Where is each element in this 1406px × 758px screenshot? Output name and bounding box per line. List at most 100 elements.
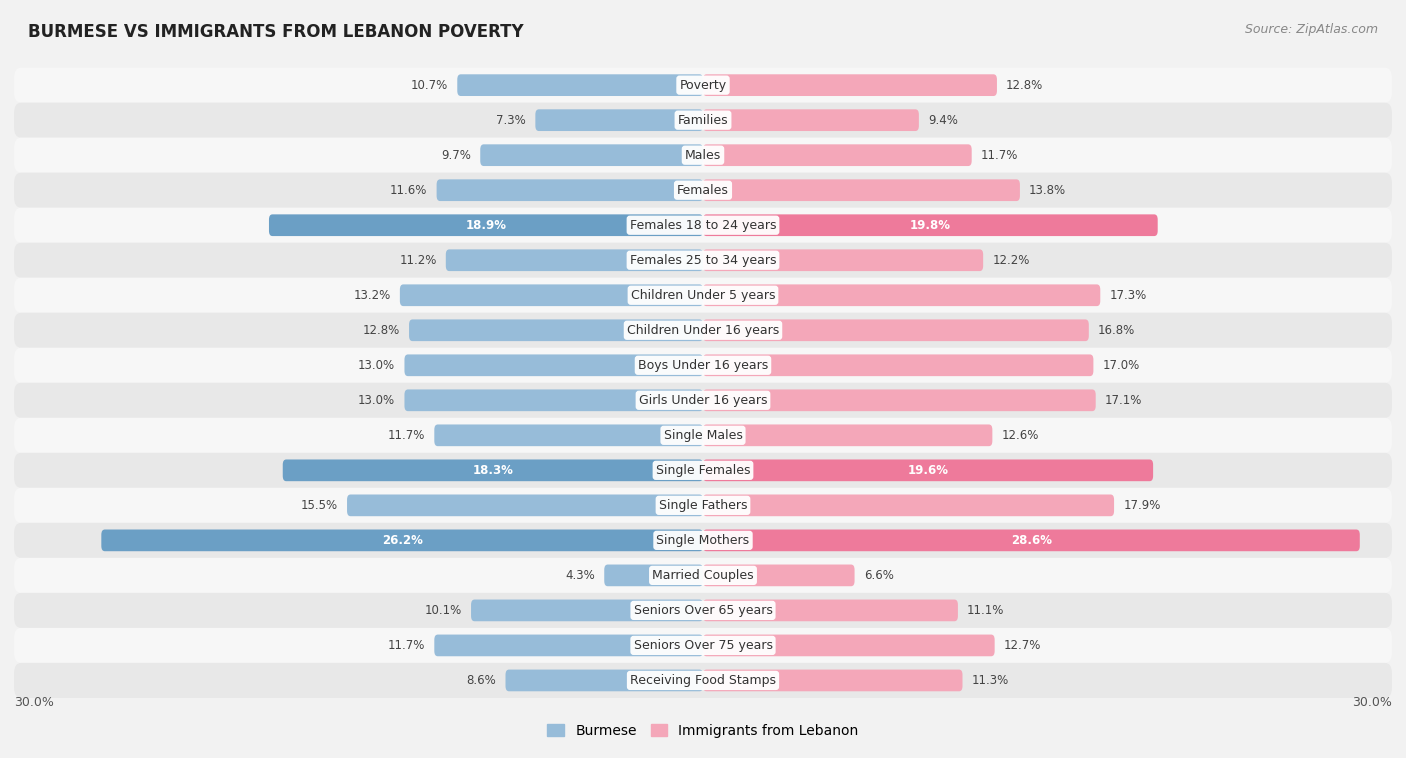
Text: 17.1%: 17.1% [1105, 394, 1142, 407]
Text: 11.7%: 11.7% [981, 149, 1018, 161]
Text: 16.8%: 16.8% [1098, 324, 1135, 337]
FancyBboxPatch shape [14, 102, 1392, 138]
FancyBboxPatch shape [283, 459, 703, 481]
Text: 13.0%: 13.0% [359, 394, 395, 407]
FancyBboxPatch shape [14, 628, 1392, 663]
FancyBboxPatch shape [14, 383, 1392, 418]
Text: 10.1%: 10.1% [425, 604, 461, 617]
Legend: Burmese, Immigrants from Lebanon: Burmese, Immigrants from Lebanon [541, 718, 865, 743]
Text: 12.8%: 12.8% [363, 324, 399, 337]
FancyBboxPatch shape [434, 634, 703, 656]
FancyBboxPatch shape [399, 284, 703, 306]
FancyBboxPatch shape [703, 215, 1157, 236]
FancyBboxPatch shape [14, 173, 1392, 208]
FancyBboxPatch shape [506, 669, 703, 691]
Text: 12.6%: 12.6% [1001, 429, 1039, 442]
Text: Children Under 5 years: Children Under 5 years [631, 289, 775, 302]
Text: BURMESE VS IMMIGRANTS FROM LEBANON POVERTY: BURMESE VS IMMIGRANTS FROM LEBANON POVER… [28, 23, 524, 41]
FancyBboxPatch shape [14, 558, 1392, 593]
Text: Females 18 to 24 years: Females 18 to 24 years [630, 219, 776, 232]
FancyBboxPatch shape [605, 565, 703, 586]
FancyBboxPatch shape [471, 600, 703, 622]
FancyBboxPatch shape [703, 600, 957, 622]
FancyBboxPatch shape [703, 180, 1019, 201]
FancyBboxPatch shape [703, 390, 1095, 411]
FancyBboxPatch shape [703, 284, 1101, 306]
Text: 30.0%: 30.0% [14, 696, 53, 709]
FancyBboxPatch shape [14, 488, 1392, 523]
Text: Females: Females [678, 183, 728, 196]
FancyBboxPatch shape [703, 109, 920, 131]
FancyBboxPatch shape [405, 390, 703, 411]
FancyBboxPatch shape [14, 67, 1392, 102]
Text: 7.3%: 7.3% [496, 114, 526, 127]
Text: Seniors Over 75 years: Seniors Over 75 years [634, 639, 772, 652]
Text: 26.2%: 26.2% [381, 534, 423, 547]
Text: 17.9%: 17.9% [1123, 499, 1160, 512]
Text: 19.8%: 19.8% [910, 219, 950, 232]
FancyBboxPatch shape [703, 424, 993, 446]
Text: 11.7%: 11.7% [388, 429, 425, 442]
FancyBboxPatch shape [703, 74, 997, 96]
Text: 12.2%: 12.2% [993, 254, 1029, 267]
FancyBboxPatch shape [405, 355, 703, 376]
Text: 11.3%: 11.3% [972, 674, 1010, 687]
Text: Males: Males [685, 149, 721, 161]
FancyBboxPatch shape [14, 313, 1392, 348]
FancyBboxPatch shape [101, 530, 703, 551]
FancyBboxPatch shape [14, 418, 1392, 453]
FancyBboxPatch shape [14, 348, 1392, 383]
FancyBboxPatch shape [703, 494, 1114, 516]
FancyBboxPatch shape [703, 459, 1153, 481]
Text: Married Couples: Married Couples [652, 569, 754, 582]
Text: 9.7%: 9.7% [441, 149, 471, 161]
FancyBboxPatch shape [14, 243, 1392, 277]
Text: Poverty: Poverty [679, 79, 727, 92]
Text: Children Under 16 years: Children Under 16 years [627, 324, 779, 337]
FancyBboxPatch shape [457, 74, 703, 96]
Text: 17.0%: 17.0% [1102, 359, 1140, 371]
FancyBboxPatch shape [703, 634, 994, 656]
FancyBboxPatch shape [703, 319, 1088, 341]
Text: 13.8%: 13.8% [1029, 183, 1066, 196]
FancyBboxPatch shape [703, 249, 983, 271]
FancyBboxPatch shape [437, 180, 703, 201]
Text: 19.6%: 19.6% [907, 464, 949, 477]
Text: 11.2%: 11.2% [399, 254, 437, 267]
Text: 4.3%: 4.3% [565, 569, 595, 582]
Text: 13.2%: 13.2% [353, 289, 391, 302]
Text: 8.6%: 8.6% [467, 674, 496, 687]
Text: 17.3%: 17.3% [1109, 289, 1147, 302]
Text: Females 25 to 34 years: Females 25 to 34 years [630, 254, 776, 267]
FancyBboxPatch shape [703, 530, 1360, 551]
FancyBboxPatch shape [703, 355, 1094, 376]
Text: 28.6%: 28.6% [1011, 534, 1052, 547]
Text: 10.7%: 10.7% [411, 79, 449, 92]
Text: 15.5%: 15.5% [301, 499, 337, 512]
Text: 6.6%: 6.6% [863, 569, 894, 582]
FancyBboxPatch shape [703, 565, 855, 586]
Text: Seniors Over 65 years: Seniors Over 65 years [634, 604, 772, 617]
FancyBboxPatch shape [14, 593, 1392, 628]
FancyBboxPatch shape [481, 144, 703, 166]
FancyBboxPatch shape [434, 424, 703, 446]
Text: Receiving Food Stamps: Receiving Food Stamps [630, 674, 776, 687]
FancyBboxPatch shape [703, 669, 963, 691]
FancyBboxPatch shape [14, 277, 1392, 313]
Text: 13.0%: 13.0% [359, 359, 395, 371]
FancyBboxPatch shape [703, 144, 972, 166]
FancyBboxPatch shape [347, 494, 703, 516]
FancyBboxPatch shape [446, 249, 703, 271]
Text: Single Females: Single Females [655, 464, 751, 477]
Text: Families: Families [678, 114, 728, 127]
FancyBboxPatch shape [269, 215, 703, 236]
Text: 18.9%: 18.9% [465, 219, 506, 232]
Text: 11.6%: 11.6% [389, 183, 427, 196]
Text: Single Mothers: Single Mothers [657, 534, 749, 547]
FancyBboxPatch shape [14, 138, 1392, 173]
FancyBboxPatch shape [14, 208, 1392, 243]
FancyBboxPatch shape [536, 109, 703, 131]
Text: Girls Under 16 years: Girls Under 16 years [638, 394, 768, 407]
Text: Source: ZipAtlas.com: Source: ZipAtlas.com [1244, 23, 1378, 36]
FancyBboxPatch shape [409, 319, 703, 341]
